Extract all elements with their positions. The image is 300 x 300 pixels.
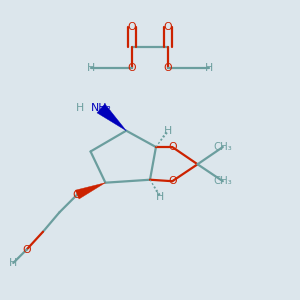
Text: O: O <box>164 22 172 32</box>
Text: O: O <box>164 63 172 73</box>
Text: H: H <box>86 63 95 73</box>
Text: O: O <box>168 176 177 186</box>
Text: H: H <box>9 258 17 268</box>
Text: H: H <box>205 63 214 73</box>
Text: H: H <box>164 126 172 136</box>
Text: H: H <box>76 103 84 113</box>
Text: CH₃: CH₃ <box>213 176 232 186</box>
Text: O: O <box>73 190 82 200</box>
Text: H: H <box>156 192 164 202</box>
Text: NH₂: NH₂ <box>91 103 111 113</box>
Text: O: O <box>168 142 177 152</box>
Text: O: O <box>128 22 136 32</box>
Text: O: O <box>22 244 31 255</box>
Text: O: O <box>128 63 136 73</box>
Polygon shape <box>97 104 126 131</box>
Text: CH₃: CH₃ <box>213 142 232 152</box>
Polygon shape <box>75 183 105 199</box>
